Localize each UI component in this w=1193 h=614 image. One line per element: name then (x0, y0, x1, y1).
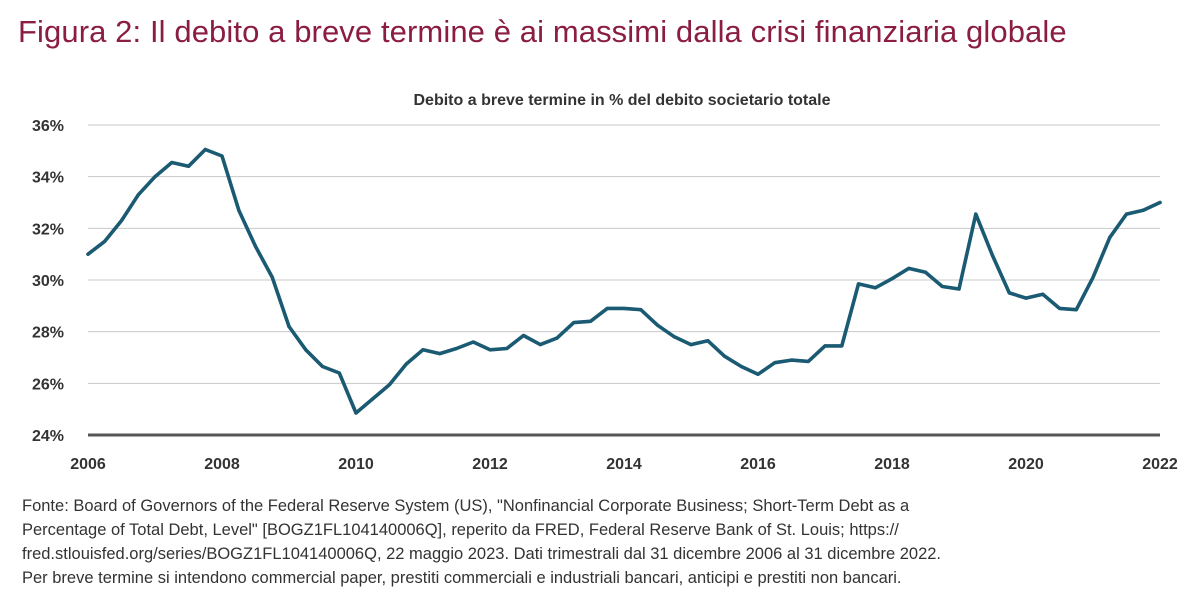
source-line: Per breve termine si intendono commercia… (22, 569, 902, 587)
data-point (706, 339, 710, 343)
data-point (153, 175, 157, 179)
data-point (103, 239, 107, 243)
data-point (387, 383, 392, 387)
data-point (1024, 296, 1028, 300)
data-point (404, 362, 408, 366)
data-point (119, 218, 124, 223)
x-tick-label: 2010 (338, 456, 374, 473)
data-point (1108, 235, 1112, 239)
data-point (337, 371, 341, 375)
data-point (220, 154, 224, 158)
data-point (1041, 292, 1045, 296)
data-point (622, 306, 626, 311)
data-point (505, 346, 509, 351)
data-point (923, 270, 928, 274)
series-line (86, 147, 1162, 415)
y-tick-label: 36% (32, 118, 64, 135)
x-tick-label: 2012 (472, 456, 508, 473)
data-point (806, 359, 810, 363)
data-point (203, 147, 207, 152)
data-point (270, 275, 274, 280)
data-point (856, 282, 861, 286)
data-point (689, 342, 693, 347)
data-point (605, 306, 609, 311)
data-points (86, 147, 1162, 415)
x-tick-label: 2014 (606, 456, 642, 473)
data-point (538, 342, 542, 347)
data-point (1124, 212, 1129, 216)
x-tick-label: 2008 (204, 456, 240, 473)
data-point (1158, 200, 1162, 205)
x-tick-label: 2016 (740, 456, 776, 473)
data-point (1007, 291, 1011, 295)
y-tick-label: 34% (32, 170, 64, 187)
data-point (990, 253, 995, 258)
data-point (974, 212, 978, 216)
data-point (237, 208, 241, 212)
y-tick-label: 26% (32, 376, 64, 393)
line-chart: Debito a breve termine in % del debito s… (32, 92, 1178, 473)
data-point (521, 333, 526, 338)
y-axis-tick-labels: 24% 26% 28% 30% 32% 34% 36% (32, 118, 64, 445)
data-point (136, 193, 140, 197)
data-point (1057, 306, 1062, 311)
data-point (588, 319, 593, 323)
data-point (86, 252, 90, 256)
data-point (555, 336, 559, 340)
source-note: Fonte: Board of Governors of the Federal… (22, 494, 1187, 590)
data-point (572, 321, 576, 325)
x-axis-tick-labels: 2006 2008 2010 2012 2014 2016 2018 2020 2022 (70, 456, 1178, 473)
data-point (1141, 208, 1145, 212)
data-point (170, 160, 174, 165)
data-point (421, 348, 425, 352)
source-line: Fonte: Board of Governors of the Federal… (22, 497, 910, 515)
data-point (722, 354, 727, 358)
x-tick-label: 2006 (70, 456, 106, 473)
y-tick-label: 24% (32, 428, 64, 445)
source-line: fred.stlouisfed.org/series/BOGZ1FL104140… (22, 545, 942, 563)
data-point (488, 348, 492, 352)
data-point (873, 286, 877, 290)
data-point (253, 244, 258, 249)
data-point (186, 164, 191, 168)
gridlines (88, 124, 1160, 384)
data-point (756, 372, 760, 376)
data-point (304, 348, 308, 352)
data-point (371, 397, 375, 401)
data-point (739, 364, 743, 369)
figure-title: Figura 2: Il debito a breve termine è ai… (18, 14, 1067, 49)
data-point (672, 335, 676, 339)
data-point (354, 411, 358, 415)
x-tick-label: 2022 (1142, 456, 1178, 473)
chart-title: Debito a breve termine in % del debito s… (414, 92, 831, 109)
data-point (890, 277, 894, 281)
source-line: Percentage of Total Debt, Level" [BOGZ1F… (22, 521, 899, 539)
x-tick-label: 2020 (1008, 456, 1044, 473)
x-tick-label: 2018 (874, 456, 910, 473)
data-point (957, 287, 961, 291)
data-point (639, 308, 643, 312)
data-point (471, 340, 475, 344)
data-point (454, 346, 459, 351)
data-point (823, 344, 827, 348)
data-point (789, 358, 794, 362)
y-tick-label: 30% (32, 273, 64, 290)
data-point (840, 344, 844, 348)
data-point (320, 364, 325, 369)
data-point (1091, 275, 1095, 280)
y-tick-label: 32% (32, 221, 64, 238)
data-point (907, 266, 911, 270)
data-point (940, 284, 944, 289)
data-point (287, 324, 291, 329)
data-point (438, 352, 442, 356)
data-point (655, 323, 660, 327)
data-point (1074, 308, 1078, 312)
data-point (773, 361, 777, 365)
y-tick-label: 28% (32, 325, 64, 342)
